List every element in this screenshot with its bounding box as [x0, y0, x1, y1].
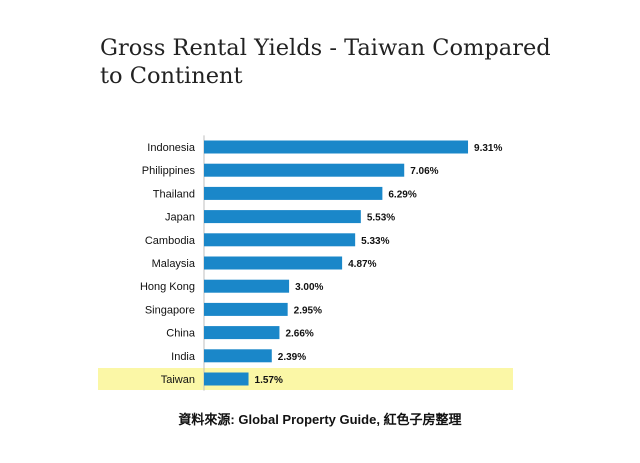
category-label-singapore: Singapore	[145, 304, 195, 316]
bar-cambodia	[204, 233, 356, 247]
value-label-thailand: 6.29%	[388, 189, 416, 200]
category-label-taiwan: Taiwan	[161, 374, 195, 386]
bar-philippines	[204, 163, 405, 177]
category-label-cambodia: Cambodia	[145, 235, 196, 247]
value-label-hong-kong: 3.00%	[295, 282, 323, 293]
category-label-thailand: Thailand	[153, 188, 195, 200]
category-label-philippines: Philippines	[142, 165, 196, 177]
chart-title: Gross Rental Yields - Taiwan Compared to…	[100, 35, 551, 89]
bar-indonesia	[204, 140, 469, 154]
value-label-india: 2.39%	[278, 352, 306, 363]
value-label-indonesia: 9.31%	[474, 143, 502, 154]
bar-singapore	[204, 302, 288, 316]
value-label-taiwan: 1.57%	[255, 375, 283, 386]
bar-japan	[204, 210, 361, 224]
category-label-india: India	[171, 351, 196, 363]
category-label-china: China	[166, 328, 196, 340]
bar-thailand	[204, 186, 383, 200]
value-label-china: 2.66%	[285, 329, 313, 340]
category-label-indonesia: Indonesia	[147, 142, 196, 154]
source-note: 資料來源: Global Property Guide, 紅色子房整理	[178, 412, 462, 427]
bar-taiwan	[204, 372, 249, 386]
value-label-malaysia: 4.87%	[348, 259, 376, 270]
bar-hong-kong	[204, 279, 290, 293]
category-label-hong-kong: Hong Kong	[140, 281, 195, 293]
highlight-band	[98, 368, 513, 390]
value-label-singapore: 2.95%	[294, 305, 322, 316]
bar-malaysia	[204, 256, 343, 270]
value-label-japan: 5.53%	[367, 213, 395, 224]
value-label-cambodia: 5.33%	[361, 236, 389, 247]
bar-china	[204, 326, 280, 340]
category-label-malaysia: Malaysia	[152, 258, 196, 270]
category-label-japan: Japan	[165, 212, 195, 224]
value-label-philippines: 7.06%	[410, 166, 438, 177]
bars-group: Indonesia 9.31% Philippines 7.06% Thailand 6.…	[140, 140, 502, 386]
bar-india	[204, 349, 272, 363]
